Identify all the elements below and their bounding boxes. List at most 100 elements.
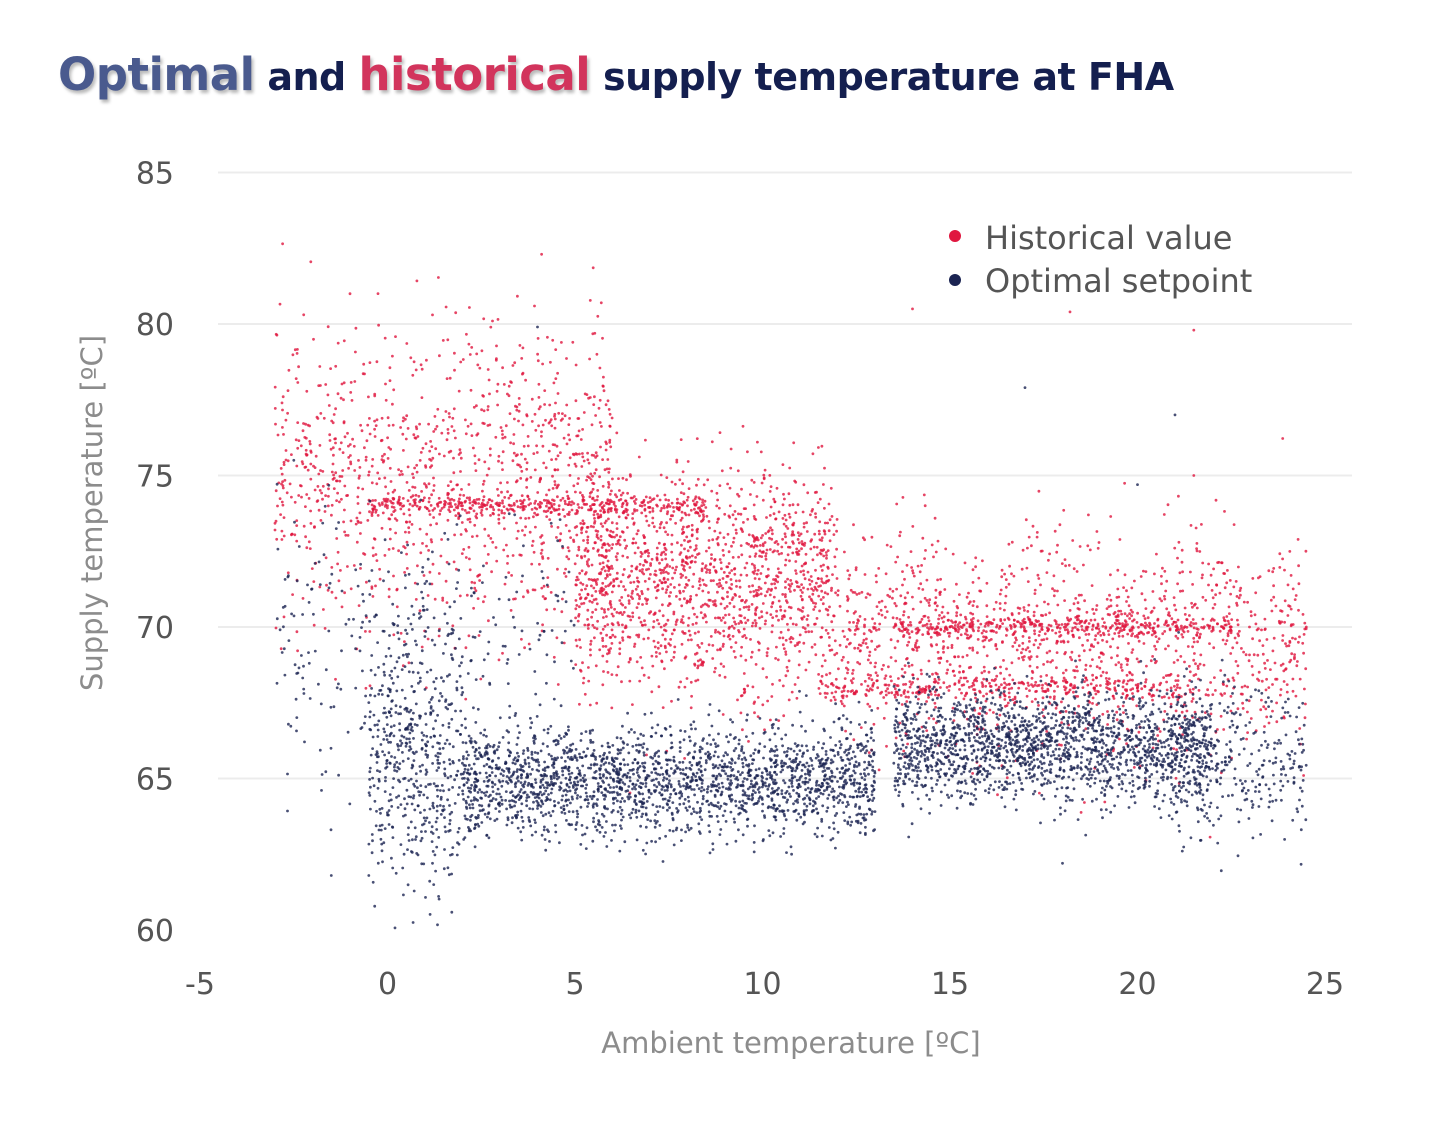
point-historical: [1285, 644, 1288, 648]
point-historical: [1131, 687, 1135, 691]
point-historical: [664, 646, 667, 650]
point-historical: [504, 424, 508, 428]
point-historical: [592, 403, 596, 406]
point-historical: [387, 587, 391, 591]
point-historical: [411, 494, 415, 498]
point-historical: [319, 412, 323, 415]
point-historical: [437, 276, 440, 279]
point-historical: [654, 651, 658, 654]
point-historical: [553, 443, 557, 447]
point-historical: [273, 528, 277, 532]
point-historical: [678, 478, 682, 482]
point-historical: [852, 692, 856, 696]
point-historical: [1181, 589, 1185, 593]
point-historical: [674, 568, 677, 572]
point-historical: [784, 593, 787, 596]
point-historical: [345, 494, 348, 497]
point-historical: [548, 420, 552, 424]
point-historical: [852, 611, 856, 615]
point-historical: [776, 658, 780, 662]
point-historical: [603, 569, 607, 573]
point-historical: [942, 681, 946, 685]
point-historical: [631, 541, 635, 545]
point-historical: [610, 489, 613, 493]
point-historical: [1164, 647, 1167, 651]
point-historical: [1279, 609, 1282, 613]
point-historical: [751, 584, 754, 588]
point-historical: [761, 498, 765, 502]
point-historical: [555, 536, 558, 539]
point-historical: [429, 465, 432, 469]
point-historical: [721, 645, 725, 648]
point-historical: [588, 299, 592, 302]
point-historical: [1172, 661, 1176, 664]
point-historical: [515, 521, 518, 525]
point-historical: [969, 665, 973, 669]
point-historical: [802, 586, 805, 590]
point-historical: [718, 632, 722, 635]
point-historical: [768, 514, 772, 517]
point-historical: [840, 690, 844, 694]
point-historical: [781, 503, 785, 507]
point-historical: [759, 592, 763, 596]
point-historical: [856, 621, 859, 625]
point-historical: [937, 694, 940, 697]
point-historical: [634, 541, 638, 545]
point-historical: [613, 535, 616, 539]
point-historical: [1115, 618, 1118, 622]
point-historical: [387, 595, 391, 599]
point-historical: [601, 589, 604, 593]
point-historical: [351, 437, 354, 441]
point-historical: [408, 502, 412, 506]
point-historical: [1045, 571, 1049, 574]
point-historical: [590, 615, 593, 619]
point-historical: [934, 588, 938, 592]
point-historical: [927, 684, 931, 688]
point-historical: [810, 538, 813, 542]
point-historical: [721, 616, 725, 620]
point-historical: [481, 394, 485, 397]
point-historical: [624, 546, 627, 550]
point-historical: [677, 583, 681, 587]
point-historical: [886, 593, 890, 597]
point-historical: [889, 656, 893, 659]
point-historical: [1192, 658, 1196, 662]
point-historical: [899, 594, 903, 598]
point-historical: [587, 577, 591, 581]
point-historical: [1055, 666, 1058, 670]
point-historical: [1148, 623, 1152, 627]
point-historical: [599, 535, 603, 538]
point-historical: [894, 736, 898, 740]
point-historical: [468, 306, 471, 309]
point-historical: [1115, 710, 1119, 714]
point-historical: [464, 432, 468, 436]
point-historical: [495, 344, 498, 348]
point-historical: [366, 519, 370, 522]
point-historical: [911, 673, 915, 677]
point-historical: [594, 414, 597, 417]
point-historical: [1151, 629, 1155, 633]
point-historical: [620, 505, 624, 508]
point-historical: [1200, 523, 1203, 526]
point-historical: [1229, 625, 1233, 629]
point-historical: [958, 688, 961, 691]
point-historical: [1142, 632, 1145, 636]
point-historical: [517, 409, 521, 413]
point-historical: [765, 651, 769, 654]
point-historical: [852, 738, 856, 742]
point-historical: [595, 533, 599, 537]
point-historical: [427, 509, 431, 513]
point-historical: [728, 571, 731, 575]
point-historical: [660, 551, 664, 555]
point-historical: [1164, 619, 1168, 623]
point-historical: [796, 585, 799, 588]
point-historical: [1180, 560, 1184, 564]
point-historical: [784, 580, 787, 584]
point-historical: [419, 363, 423, 367]
point-historical: [728, 637, 732, 641]
point-historical: [1091, 673, 1094, 677]
point-historical: [660, 506, 664, 510]
point-historical: [1073, 626, 1077, 629]
point-historical: [597, 572, 601, 575]
point-historical: [1231, 676, 1235, 680]
